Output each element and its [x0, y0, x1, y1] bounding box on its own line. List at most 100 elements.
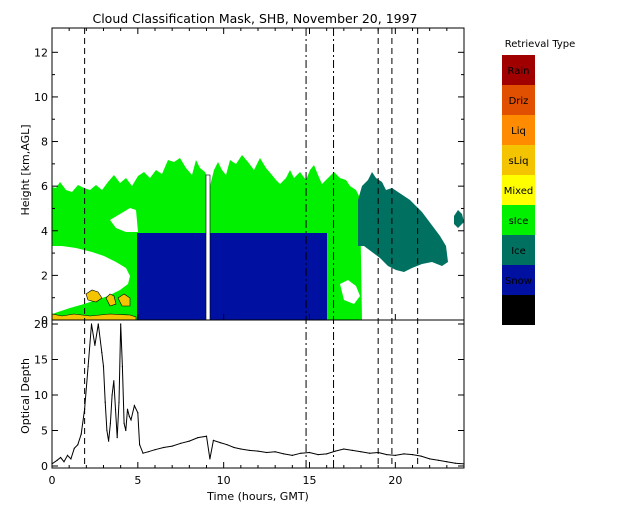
optical-depth-point [343, 448, 345, 450]
optical-depth-series [51, 323, 465, 465]
optical-depth-point [219, 442, 221, 444]
legend-swatch-mixed [502, 175, 535, 205]
legend-swatch-driz [502, 85, 535, 115]
optical-depth-point [90, 323, 93, 325]
x-tick-label: 10 [217, 474, 231, 487]
y-tick-label: 10 [34, 389, 48, 402]
region-clear-right [340, 280, 360, 304]
optical-depth-point [63, 461, 65, 463]
optical-depth-point [463, 463, 465, 465]
upper-y-ticks: 0 2 4 6 8 10 12 [34, 46, 464, 327]
region-ice-small [454, 210, 464, 228]
optical-depth-point [240, 448, 242, 450]
legend-label-mixed: Mixed [504, 186, 534, 197]
optical-depth-point [113, 380, 115, 382]
optical-depth-point [137, 412, 139, 414]
optical-depth-point [97, 323, 99, 325]
region-sliq [51, 313, 137, 321]
optical-depth-point [101, 351, 103, 353]
optical-depth-point [454, 462, 456, 464]
optical-depth-point [163, 446, 165, 449]
optical-depth-point [420, 455, 422, 457]
legend-label-driz: Driz [509, 96, 529, 107]
y-tick-label: 0 [41, 314, 48, 327]
x-ticks: 0 5 10 15 20 [49, 28, 448, 487]
legend-swatch-uncrt [502, 295, 535, 325]
optical-depth-point [411, 454, 414, 456]
optical-depth-point [209, 458, 211, 460]
lower-axes-frame [51, 319, 465, 469]
optical-depth-point [80, 433, 82, 435]
y-tick-label: 6 [41, 180, 48, 193]
optical-depth-point [133, 405, 135, 407]
optical-depth-point [118, 401, 120, 403]
chart-title: Cloud Classification Mask, SHB, November… [92, 11, 417, 26]
optical-depth-point [126, 408, 129, 410]
legend-label-ice: Ice [511, 246, 526, 257]
optical-depth-point [108, 440, 110, 442]
legend-label-uncrt: Uncrt [505, 306, 532, 317]
optical-depth-point [142, 452, 144, 454]
optical-depth-point [147, 451, 149, 453]
x-axis-label: Time (hours, GMT) [206, 490, 309, 503]
optical-depth-point [73, 447, 75, 449]
lower-y-ticks: 0 5 10 15 20 [34, 318, 464, 473]
optical-depth-point [120, 323, 122, 325]
region-clear-left [52, 246, 130, 314]
optical-depth-point [125, 429, 127, 432]
optical-depth-point [291, 454, 293, 456]
legend-label-rain: Rain [508, 66, 530, 77]
region-sliq-patch-3 [117, 293, 131, 307]
optical-depth-point [111, 394, 113, 396]
optical-depth-point [70, 458, 72, 460]
optical-depth-point [369, 452, 371, 454]
optical-depth-point [326, 453, 328, 455]
optical-depth-point [180, 442, 182, 444]
optical-depth-point [123, 422, 125, 424]
legend-swatch-rain [502, 55, 535, 85]
region-sliq-patch-2 [105, 293, 117, 307]
optical-depth-point [437, 459, 439, 461]
optical-depth-point [154, 449, 156, 451]
optical-depth-point [300, 452, 302, 454]
optical-depth-point [94, 344, 96, 346]
optical-depth-point [446, 461, 448, 463]
region-clear-upper [110, 208, 138, 232]
optical-depth-line [51, 323, 465, 465]
optical-depth-point [171, 445, 173, 447]
optical-depth-point [429, 458, 431, 460]
optical-depth-point [248, 449, 250, 451]
x-tick-label: 20 [388, 474, 402, 487]
optical-depth-point [60, 456, 62, 459]
legend-swatch-liq [502, 115, 535, 145]
optical-depth-point [274, 451, 276, 453]
optical-depth-point [51, 463, 53, 465]
optical-depth-point [226, 444, 228, 446]
y-tick-label: 8 [41, 136, 48, 149]
legend-swatch-sliq [502, 145, 535, 175]
optical-depth-point [233, 446, 235, 449]
region-ice [358, 172, 448, 272]
optical-depth-point [403, 453, 405, 455]
optical-depth-point [334, 450, 336, 452]
optical-depth-point [121, 366, 123, 368]
cloud-mask-panel [51, 155, 464, 321]
y-tick-label: 20 [34, 318, 48, 331]
legend-swatch-sice [502, 205, 535, 235]
y-tick-label: 4 [41, 225, 48, 238]
y-tick-label: 0 [41, 460, 48, 473]
optical-depth-point [66, 454, 69, 456]
optical-depth-point [128, 415, 130, 417]
optical-depth-point [386, 454, 388, 456]
optical-depth-point [317, 454, 319, 456]
optical-depth-point [308, 451, 311, 454]
data-gap [205, 174, 211, 321]
legend: Rain Driz Liq sLiq Mixed sIce Ice Snow Uncrt [502, 55, 535, 325]
optical-depth-point [87, 366, 89, 368]
optical-depth-point [77, 444, 79, 446]
optical-depth-point [114, 408, 117, 410]
y-tick-label: 15 [34, 354, 48, 367]
optical-depth-point [56, 459, 58, 461]
y-tick-label: 2 [41, 269, 48, 282]
optical-depth-point [212, 439, 214, 441]
